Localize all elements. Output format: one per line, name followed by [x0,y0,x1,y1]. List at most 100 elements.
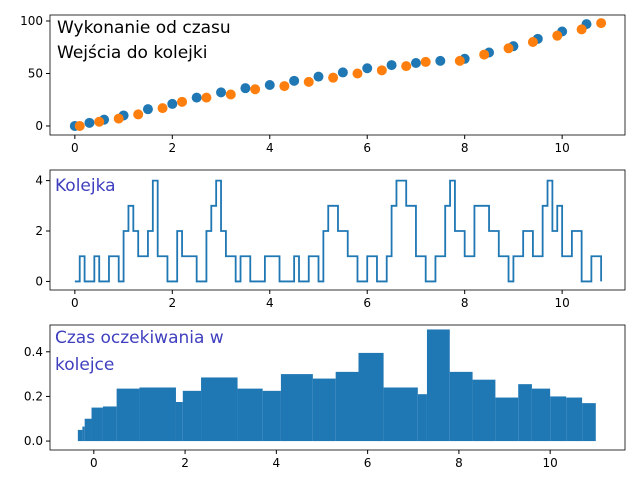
y-tick-label: 0.2 [24,389,43,403]
x-tick-label: 8 [461,141,469,155]
x-tick-label: 6 [363,296,371,310]
bar [116,388,140,442]
point [225,89,236,100]
point [435,55,446,66]
y-tick-label: 0.0 [24,434,43,448]
bar [175,402,183,442]
x-tick-label: 6 [364,456,372,470]
point [552,30,563,41]
point [264,80,275,91]
legend-label: Wykonanie od czasu [57,18,231,38]
point [303,76,314,87]
point [420,56,431,67]
y-tick-label: 2 [35,224,43,238]
x-tick-label: 0 [71,296,79,310]
bar [358,352,384,442]
x-tick-label: 10 [554,141,569,155]
point [191,92,202,103]
point [74,120,85,131]
point [177,96,188,107]
axes-frame [49,169,626,291]
bar [82,426,85,442]
bar [417,394,427,442]
bar [182,390,202,442]
point [410,57,421,68]
point [527,36,538,47]
point [289,75,300,86]
bar [550,396,567,442]
bar [582,403,596,442]
axes-frame [49,324,626,451]
x-tick-label: 10 [543,456,558,470]
point [503,43,514,54]
point [250,84,261,95]
point [479,49,490,60]
point [352,68,363,79]
point [157,103,168,114]
bar [280,374,313,442]
bar [518,384,532,442]
legend-label: Wejścia do kolejki [57,43,207,63]
y-tick-label: 100 [20,14,43,28]
bar [495,397,519,442]
point [216,87,227,98]
bar [237,388,263,442]
point [167,98,178,109]
bar [383,387,418,442]
point [313,71,324,82]
bar [201,377,238,442]
x-tick-label: 2 [181,456,189,470]
x-tick-label: 10 [554,296,569,310]
point [576,24,587,35]
point [596,18,607,29]
point [376,65,387,76]
bar [91,407,103,442]
y-tick-label: 0.4 [24,345,43,359]
bar [84,418,92,442]
bar [426,329,450,442]
point [337,67,348,78]
x-tick-label: 6 [363,141,371,155]
point [454,55,465,66]
y-tick-label: 50 [28,66,43,80]
y-tick-label: 0 [35,274,43,288]
bar [77,429,83,442]
bar [335,371,359,442]
bar [531,388,551,442]
point [84,117,95,128]
x-tick-label: 4 [273,456,281,470]
bar [262,390,281,442]
point [362,63,373,74]
bar [139,387,176,442]
point [201,92,212,103]
x-tick-label: 8 [461,296,469,310]
bar [472,379,496,442]
x-tick-label: 8 [455,456,463,470]
point [401,61,412,72]
point [328,72,339,83]
bar [312,378,336,442]
bar [102,406,117,442]
panel-label: Czas oczekiwania w kolejce [55,328,224,375]
x-tick-label: 4 [266,296,274,310]
point [386,60,397,71]
point [279,81,290,92]
queue-line [74,179,603,283]
y-tick-label: 0 [35,119,43,133]
x-tick-label: 4 [266,141,274,155]
x-tick-label: 2 [168,296,176,310]
point [94,116,105,127]
point [142,104,153,115]
point [113,113,124,124]
x-tick-label: 2 [168,141,176,155]
x-tick-label: 0 [90,456,98,470]
panel-label: Kolejka [55,176,116,196]
point [240,83,251,94]
bar [566,397,583,442]
bar [449,371,473,442]
point [133,109,144,120]
x-tick-label: 0 [71,141,79,155]
y-tick-label: 4 [35,174,43,188]
axes-frame [49,14,626,136]
